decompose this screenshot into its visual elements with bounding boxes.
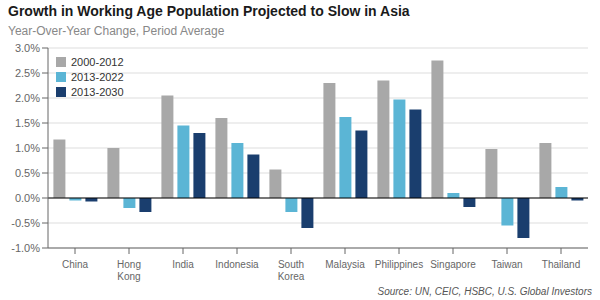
svg-text:2.5%: 2.5% bbox=[15, 67, 40, 79]
svg-text:Taiwan: Taiwan bbox=[491, 259, 522, 270]
svg-text:Malaysia: Malaysia bbox=[325, 259, 365, 270]
svg-text:1.5%: 1.5% bbox=[15, 117, 40, 129]
svg-text:India: India bbox=[172, 259, 194, 270]
html-text:Year-Over-Year Change, Period: Year-Over-Year Change, Period Average bbox=[8, 24, 225, 38]
svg-text:1.0%: 1.0% bbox=[15, 142, 40, 154]
html-text:2013-2030: 2013-2030 bbox=[71, 85, 124, 98]
svg-text:-1.0%: -1.0% bbox=[11, 242, 40, 254]
svg-text:SouthKorea: SouthKorea bbox=[278, 259, 305, 282]
svg-text:-0.5%: -0.5% bbox=[11, 217, 40, 229]
html-text:2013-2022: 2013-2022 bbox=[71, 70, 124, 83]
svg-text:Philippines: Philippines bbox=[375, 259, 423, 270]
html-text:Source: UN, CEIC, HSBC, U.S. G: Source: UN, CEIC, HSBC, U.S. Global Inve… bbox=[377, 286, 592, 297]
svg-text:3.0%: 3.0% bbox=[15, 42, 40, 54]
svg-text:HongKong: HongKong bbox=[117, 259, 141, 282]
svg-text:Singapore: Singapore bbox=[430, 259, 476, 270]
html-text:Growth in Working Age Populati: Growth in Working Age Population Project… bbox=[8, 3, 410, 19]
svg-text:2.0%: 2.0% bbox=[15, 92, 40, 104]
svg-text:China: China bbox=[62, 259, 89, 270]
svg-text:Thailand: Thailand bbox=[542, 259, 580, 270]
svg-text:Indonesia: Indonesia bbox=[215, 259, 259, 270]
html-text:2000-2012: 2000-2012 bbox=[71, 55, 124, 68]
svg-text:0.0%: 0.0% bbox=[15, 192, 40, 204]
svg-text:0.5%: 0.5% bbox=[15, 167, 40, 179]
